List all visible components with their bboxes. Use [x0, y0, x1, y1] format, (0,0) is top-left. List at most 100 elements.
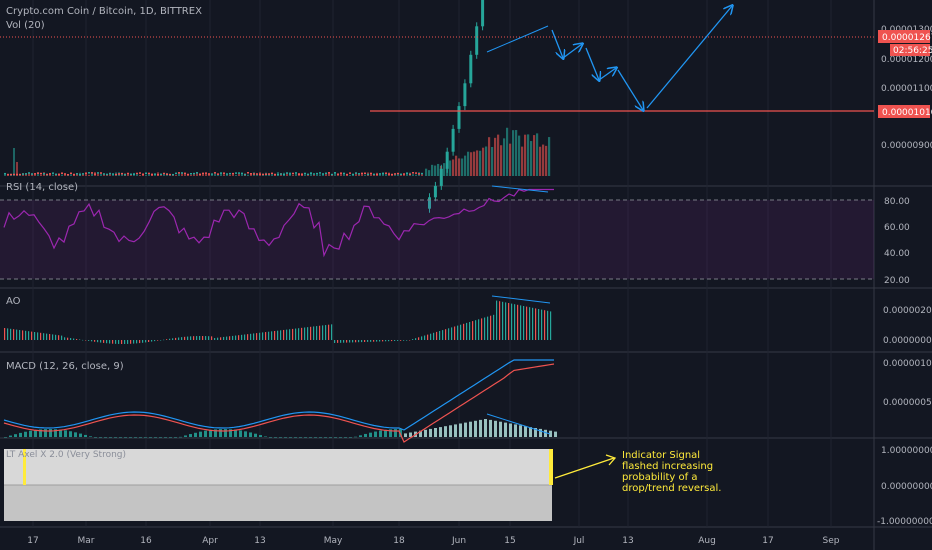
- macd-line: [3, 359, 554, 431]
- macd-bar: [534, 428, 537, 437]
- macd-bar: [99, 437, 102, 438]
- volume-bar: [473, 151, 476, 176]
- price-trendline[interactable]: [486, 25, 549, 53]
- price-candle: [145, 172, 147, 175]
- price-candle: [388, 173, 390, 175]
- volume-bar: [349, 174, 351, 176]
- macd-bar: [49, 429, 52, 437]
- macd-bar: [494, 420, 497, 437]
- macd-bar: [454, 424, 457, 437]
- price-candle: [394, 173, 396, 175]
- price-candle: [91, 172, 93, 174]
- volume-bar: [431, 164, 434, 176]
- ao-bar: [541, 309, 543, 340]
- price-candle: [412, 172, 414, 174]
- price-candle: [376, 173, 378, 176]
- price-candle: [253, 173, 255, 175]
- price-candle: [16, 173, 18, 176]
- volume-bar: [391, 174, 393, 176]
- macd-bar: [479, 419, 482, 437]
- volume-bar: [482, 147, 485, 176]
- macd-bar: [219, 429, 222, 437]
- price-candle: [28, 172, 30, 174]
- ao-bar: [154, 340, 156, 342]
- macd-tick: 0.00000050: [883, 398, 932, 408]
- macd-bar: [374, 431, 377, 437]
- price-candle: [280, 173, 282, 175]
- ao-bar: [526, 306, 528, 340]
- ao-bar: [229, 336, 231, 340]
- ao-divergence-line[interactable]: [491, 295, 551, 304]
- macd-panel: MACD (12, 26, close, 9) 0.00000100 0.000…: [3, 359, 932, 443]
- ao-bar: [16, 329, 18, 340]
- volume-bar: [515, 130, 518, 176]
- macd-bar: [19, 432, 22, 437]
- volume-bar: [443, 163, 446, 176]
- price-candle: [151, 173, 153, 176]
- ao-bar: [88, 340, 90, 341]
- price-candle: [439, 168, 443, 186]
- price-candle: [361, 172, 363, 175]
- macd-bar: [339, 437, 342, 438]
- volume-bar: [37, 172, 39, 176]
- time-tick: Aug: [698, 536, 716, 546]
- time-tick: Jun: [451, 536, 466, 546]
- price-candle: [199, 173, 201, 176]
- macd-bar: [184, 435, 187, 437]
- price-candle: [457, 106, 461, 129]
- ao-bar: [163, 339, 165, 341]
- rsi-divergence-line[interactable]: [491, 185, 549, 193]
- time-tick: Apr: [202, 536, 218, 546]
- price-candle: [109, 172, 111, 175]
- volume-bar: [211, 174, 213, 176]
- macd-bar: [539, 428, 542, 437]
- price-candle: [7, 173, 9, 176]
- macd-divergence-line[interactable]: [486, 413, 551, 435]
- volume-bar: [205, 173, 207, 176]
- price-candle: [277, 173, 279, 176]
- ao-bar: [379, 340, 381, 342]
- price-candle: [475, 26, 479, 55]
- ao-bar: [289, 329, 291, 340]
- volume-bar: [223, 174, 225, 176]
- ao-bar: [340, 340, 342, 343]
- ao-bar: [259, 332, 261, 340]
- macd-signal-line: [3, 363, 555, 443]
- ao-bar: [184, 336, 186, 340]
- price-candle: [175, 172, 177, 175]
- ao-bar: [310, 326, 312, 340]
- macd-bar: [499, 421, 502, 437]
- countdown-badge: [890, 44, 930, 56]
- price-candle: [328, 172, 330, 174]
- price-candle: [97, 172, 99, 174]
- price-candle: [190, 172, 192, 175]
- price-candle: [382, 172, 384, 175]
- time-axis[interactable]: 17 Mar 16 Apr 13 May 18 Jun 15 Jul 13 Au…: [27, 536, 839, 546]
- lt-tick: 1.00000000: [881, 446, 932, 456]
- ao-bar: [193, 336, 195, 340]
- price-candle: [202, 172, 204, 175]
- price-candle: [445, 151, 449, 169]
- macd-bar: [29, 430, 32, 437]
- price-candle: [217, 173, 219, 175]
- price-candle: [319, 172, 321, 174]
- macd-bar: [69, 431, 72, 437]
- price-candle: [325, 172, 327, 175]
- price-candle: [127, 172, 129, 175]
- price-tick: 0.00001200: [881, 55, 932, 65]
- rsi-tick: 80.00: [884, 197, 910, 207]
- ao-bar: [127, 340, 129, 344]
- macd-bar: [464, 422, 467, 437]
- macd-bar: [369, 432, 372, 437]
- price-candle: [286, 172, 288, 174]
- macd-bar: [324, 437, 327, 438]
- price-candle: [463, 83, 467, 107]
- price-candle: [385, 172, 387, 174]
- forecast-path[interactable]: [551, 6, 732, 110]
- macd-bar: [214, 429, 217, 437]
- macd-bar: [179, 436, 182, 438]
- volume-bar: [412, 174, 414, 176]
- volume-bar: [88, 174, 90, 176]
- volume-bar: [355, 172, 357, 176]
